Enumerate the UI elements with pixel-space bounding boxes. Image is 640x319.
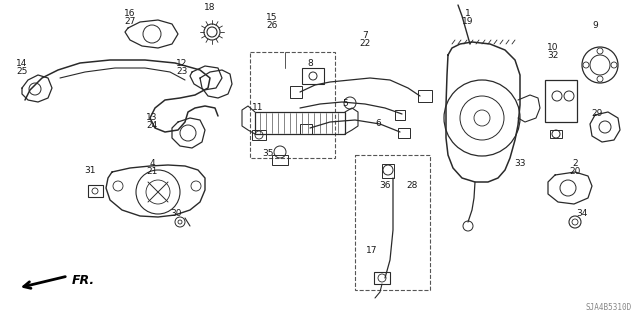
Text: 26: 26 <box>266 21 278 30</box>
Text: 29: 29 <box>591 109 603 118</box>
Text: 8: 8 <box>307 59 313 68</box>
Text: 12: 12 <box>176 59 188 68</box>
Bar <box>302 68 324 84</box>
Bar <box>374 272 390 284</box>
Text: 10: 10 <box>547 43 559 52</box>
Bar <box>300 124 312 134</box>
Bar <box>250 52 335 158</box>
Text: 24: 24 <box>147 121 157 130</box>
Text: 1: 1 <box>465 9 471 18</box>
Text: 20: 20 <box>570 167 580 176</box>
Text: 17: 17 <box>366 246 378 255</box>
Bar <box>398 128 410 138</box>
Bar <box>545 80 577 122</box>
Bar <box>550 130 562 138</box>
Text: 16: 16 <box>124 9 136 18</box>
Text: 28: 28 <box>406 181 418 190</box>
Text: 9: 9 <box>592 21 598 30</box>
Text: 25: 25 <box>16 67 28 76</box>
Text: 32: 32 <box>547 51 559 60</box>
Text: 18: 18 <box>204 3 216 12</box>
Text: 35: 35 <box>262 149 274 158</box>
Text: 31: 31 <box>84 166 96 175</box>
Bar <box>255 112 345 134</box>
Bar <box>252 130 266 140</box>
Text: 7: 7 <box>362 31 368 40</box>
Text: 36: 36 <box>380 181 391 190</box>
Text: 6: 6 <box>375 119 381 128</box>
Text: 22: 22 <box>360 39 371 48</box>
Text: 21: 21 <box>147 167 157 176</box>
Text: 30: 30 <box>170 209 182 218</box>
Text: SJA4B5310D: SJA4B5310D <box>586 303 632 312</box>
Bar <box>290 86 302 98</box>
Text: 19: 19 <box>462 17 474 26</box>
Bar <box>418 90 432 102</box>
Text: 4: 4 <box>149 159 155 168</box>
Text: 2: 2 <box>572 159 578 168</box>
Bar <box>395 110 405 120</box>
Bar <box>382 164 394 178</box>
Text: 34: 34 <box>576 209 588 218</box>
Text: 15: 15 <box>266 13 278 22</box>
Text: 11: 11 <box>252 103 264 112</box>
Text: 14: 14 <box>16 59 28 68</box>
Bar <box>355 155 430 290</box>
Bar <box>88 185 103 197</box>
Text: FR.: FR. <box>72 274 95 287</box>
Text: 33: 33 <box>515 159 525 168</box>
Text: 13: 13 <box>147 113 157 122</box>
Text: 23: 23 <box>176 67 188 76</box>
Bar <box>272 155 288 165</box>
Text: 5: 5 <box>342 99 348 108</box>
Text: 27: 27 <box>124 17 136 26</box>
